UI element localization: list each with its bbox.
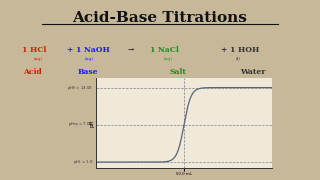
Text: 1 NaCl: 1 NaCl	[150, 46, 179, 54]
Text: + 1 NaOH: + 1 NaOH	[67, 46, 110, 54]
Text: Acid: Acid	[23, 68, 41, 76]
Text: →: →	[128, 46, 134, 54]
Text: Acid-Base Titrations: Acid-Base Titrations	[73, 11, 247, 25]
Text: + 1 HOH: + 1 HOH	[221, 46, 259, 54]
Text: Salt: Salt	[169, 68, 186, 76]
Text: 1 HCl: 1 HCl	[22, 46, 47, 54]
Text: pH$_L$ = 1.0: pH$_L$ = 1.0	[73, 158, 93, 166]
Text: (aq): (aq)	[164, 57, 172, 60]
Text: pH$_H$ = 13.00: pH$_H$ = 13.00	[67, 84, 93, 92]
Text: (l): (l)	[236, 57, 241, 60]
Y-axis label: pH: pH	[90, 120, 95, 127]
Text: (aq): (aq)	[33, 57, 42, 60]
Text: Water: Water	[240, 68, 266, 76]
Text: (aq): (aq)	[84, 57, 93, 60]
Text: pH$_{ep}$ = 7.00: pH$_{ep}$ = 7.00	[68, 120, 93, 129]
Text: Base: Base	[78, 68, 98, 76]
